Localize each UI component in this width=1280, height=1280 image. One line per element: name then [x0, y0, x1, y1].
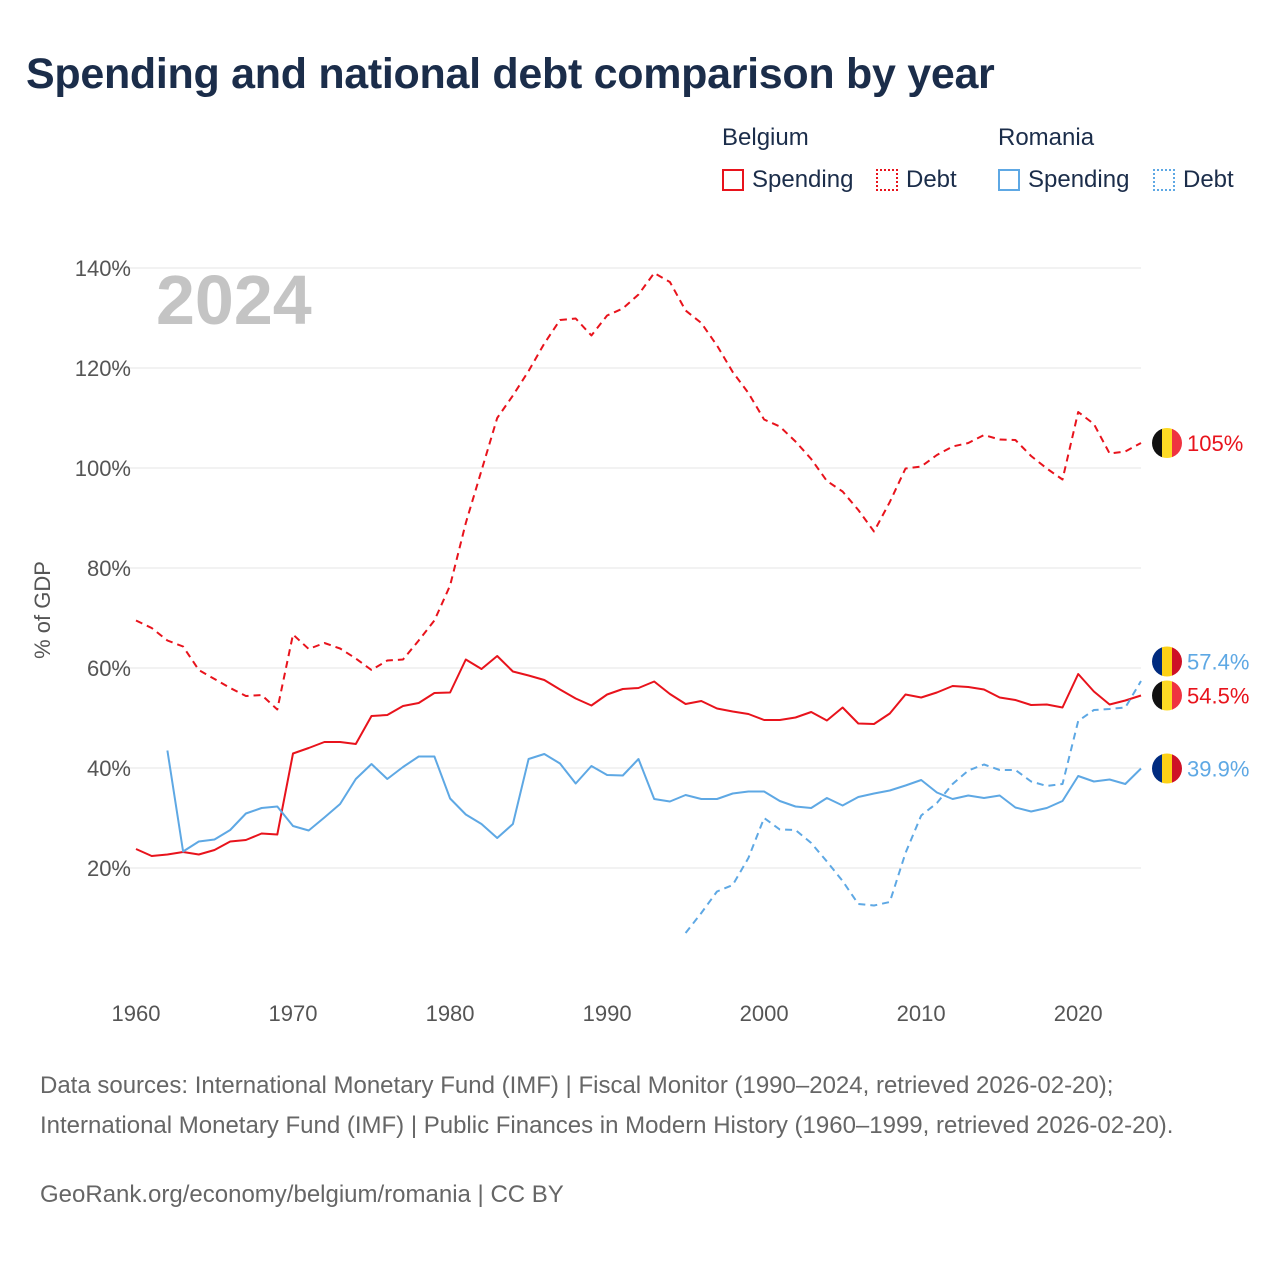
end-value-label: 39.9% — [1187, 757, 1249, 782]
flag-stripe — [1162, 680, 1173, 711]
line-chart: 2024 20% 40% 60% 80% 100% 120% 140% 1960 1970 1980… — [30, 256, 1249, 1026]
flag-icon-belgium — [1152, 680, 1182, 711]
legend-label: Spending — [1028, 166, 1130, 193]
series-line-belgium-spending — [135, 655, 1142, 857]
end-value-label: 54.5% — [1187, 684, 1249, 709]
legend-belgium-debt[interactable]: Debt — [876, 166, 957, 194]
x-tick-label: 2020 — [1054, 1001, 1103, 1026]
y-tick-label: 60% — [87, 656, 131, 681]
y-tick-label: 140% — [75, 256, 131, 281]
x-tick-label: 1990 — [583, 1001, 632, 1026]
legend-label: Debt — [906, 166, 957, 193]
source-note: Data sources: International Monetary Fun… — [40, 1072, 1174, 1139]
end-value-label: 105% — [1187, 431, 1243, 456]
series-line-belgium-debt — [135, 272, 1142, 711]
legend-swatch-solid — [998, 169, 1020, 191]
x-tick-label: 2000 — [740, 1001, 789, 1026]
y-tick-label: 20% — [87, 856, 131, 881]
legend-swatch-solid — [722, 169, 744, 191]
y-tick-label: 120% — [75, 356, 131, 381]
flag-stripe — [1152, 680, 1163, 711]
y-axis-label: % of GDP — [30, 561, 55, 659]
legend-swatch-dotted — [1153, 169, 1175, 191]
series-line-romania-spending — [166, 750, 1142, 853]
legend-label: Debt — [1183, 166, 1234, 193]
flag-icon-romania — [1152, 646, 1182, 677]
credit-link[interactable]: GeoRank.org/economy/belgium/romania | CC… — [40, 1181, 564, 1208]
flag-stripe — [1152, 428, 1163, 458]
legend-belgium-heading: Belgium — [722, 124, 809, 151]
x-tick-label: 1980 — [426, 1001, 475, 1026]
end-value-label: 57.4% — [1187, 650, 1249, 675]
x-tick-label: 1970 — [269, 1001, 318, 1026]
legend-romania-heading: Romania — [998, 124, 1095, 151]
x-tick-label: 1960 — [112, 1001, 161, 1026]
legend-romania-spending[interactable]: Spending — [998, 166, 1129, 194]
flag-stripe — [1162, 753, 1173, 784]
flag-stripe — [1152, 753, 1163, 784]
flag-stripe — [1172, 646, 1182, 677]
y-tick-label: 100% — [75, 456, 131, 481]
flag-stripe — [1172, 680, 1182, 711]
flag-icon-romania — [1152, 753, 1182, 784]
x-tick-label: 2010 — [897, 1001, 946, 1026]
legend-swatch-dotted — [876, 169, 898, 191]
flag-icon-belgium — [1152, 428, 1182, 458]
flag-stripe — [1152, 646, 1163, 677]
legend-belgium-spending[interactable]: Spending — [722, 166, 853, 194]
chart-title: Spending and national debt comparison by… — [26, 50, 995, 98]
flag-stripe — [1172, 753, 1182, 784]
year-watermark: 2024 — [156, 261, 312, 339]
series-line-romania-debt — [684, 680, 1142, 934]
y-tick-label: 80% — [87, 556, 131, 581]
y-tick-label: 40% — [87, 756, 131, 781]
flag-stripe — [1172, 428, 1182, 458]
legend-romania-debt[interactable]: Debt — [1153, 166, 1234, 194]
flag-stripe — [1162, 428, 1173, 458]
flag-stripe — [1162, 646, 1173, 677]
legend-label: Spending — [752, 166, 854, 193]
